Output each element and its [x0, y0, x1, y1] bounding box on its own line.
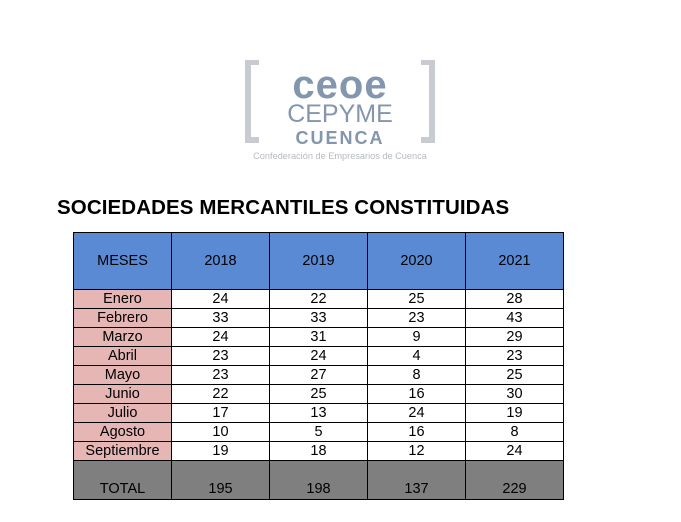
header-cell-year: 2018 [171, 232, 270, 290]
value-cell: 24 [269, 346, 368, 366]
table-row: Febrero 33 33 23 43 [73, 308, 564, 328]
value-cell: 25 [269, 384, 368, 404]
ceoe-cepyme-logo: ceoe CEPYME CUENCA Confederación de Empr… [245, 60, 435, 165]
table-body: Enero 24 22 25 28 Febrero 33 33 23 43 Marzo 24 31 9 29… [73, 289, 564, 461]
logo-bracket-left [245, 60, 259, 143]
data-table: MESES 2018 2019 2020 2021 Enero 24 22 25 28 Febre… [73, 232, 564, 500]
logo-tagline: Confederación de Empresarios de Cuenca [253, 151, 428, 161]
total-row: TOTAL 195 198 137 229 [73, 460, 564, 500]
value-cell: 43 [465, 308, 564, 328]
value-cell: 22 [269, 289, 368, 309]
value-cell: 24 [171, 289, 270, 309]
value-cell: 17 [171, 403, 270, 423]
month-cell: Junio [73, 384, 172, 404]
header-cell-year: 2021 [465, 232, 564, 290]
total-value-cell: 229 [465, 460, 564, 500]
value-cell: 22 [171, 384, 270, 404]
value-cell: 8 [367, 365, 466, 385]
total-value-cell: 195 [171, 460, 270, 500]
table-row: Agosto 10 5 16 8 [73, 422, 564, 442]
value-cell: 33 [269, 308, 368, 328]
logo-graphic: ceoe CEPYME CUENCA Confederación de Empr… [245, 60, 435, 161]
table-row: Abril 23 24 4 23 [73, 346, 564, 366]
value-cell: 12 [367, 441, 466, 461]
header-row: MESES 2018 2019 2020 2021 [73, 232, 564, 290]
value-cell: 31 [269, 327, 368, 347]
month-cell: Septiembre [73, 441, 172, 461]
table-row: Enero 24 22 25 28 [73, 289, 564, 309]
value-cell: 25 [465, 365, 564, 385]
value-cell: 5 [269, 422, 368, 442]
total-label-cell: TOTAL [73, 460, 172, 500]
value-cell: 19 [171, 441, 270, 461]
value-cell: 13 [269, 403, 368, 423]
month-cell: Abril [73, 346, 172, 366]
value-cell: 23 [367, 308, 466, 328]
logo-ceoe-text: ceoe [292, 63, 387, 107]
value-cell: 16 [367, 384, 466, 404]
page-title: SOCIEDADES MERCANTILES CONSTITUIDAS [57, 196, 510, 219]
table-row: Junio 22 25 16 30 [73, 384, 564, 404]
table-header: MESES 2018 2019 2020 2021 [73, 232, 564, 290]
value-cell: 23 [465, 346, 564, 366]
header-cell-year: 2019 [269, 232, 368, 290]
value-cell: 16 [367, 422, 466, 442]
logo-bracket-right [421, 60, 435, 143]
logo-cepyme-text: CEPYME [287, 100, 393, 128]
month-cell: Mayo [73, 365, 172, 385]
value-cell: 28 [465, 289, 564, 309]
value-cell: 30 [465, 384, 564, 404]
value-cell: 24 [367, 403, 466, 423]
month-cell: Agosto [73, 422, 172, 442]
logo-cuenca-text: CUENCA [295, 128, 384, 148]
table-row: Mayo 23 27 8 25 [73, 365, 564, 385]
table-row: Julio 17 13 24 19 [73, 403, 564, 423]
value-cell: 33 [171, 308, 270, 328]
value-cell: 10 [171, 422, 270, 442]
value-cell: 23 [171, 365, 270, 385]
value-cell: 24 [465, 441, 564, 461]
table-row: Marzo 24 31 9 29 [73, 327, 564, 347]
value-cell: 8 [465, 422, 564, 442]
value-cell: 25 [367, 289, 466, 309]
value-cell: 9 [367, 327, 466, 347]
header-cell-meses: MESES [73, 232, 172, 290]
table-footer: TOTAL 195 198 137 229 [73, 460, 564, 500]
month-cell: Febrero [73, 308, 172, 328]
month-cell: Marzo [73, 327, 172, 347]
month-cell: Julio [73, 403, 172, 423]
value-cell: 24 [171, 327, 270, 347]
value-cell: 29 [465, 327, 564, 347]
value-cell: 4 [367, 346, 466, 366]
value-cell: 23 [171, 346, 270, 366]
header-cell-year: 2020 [367, 232, 466, 290]
value-cell: 18 [269, 441, 368, 461]
month-cell: Enero [73, 289, 172, 309]
value-cell: 27 [269, 365, 368, 385]
table-row: Septiembre 19 18 12 24 [73, 441, 564, 461]
total-value-cell: 198 [269, 460, 368, 500]
total-value-cell: 137 [367, 460, 466, 500]
value-cell: 19 [465, 403, 564, 423]
